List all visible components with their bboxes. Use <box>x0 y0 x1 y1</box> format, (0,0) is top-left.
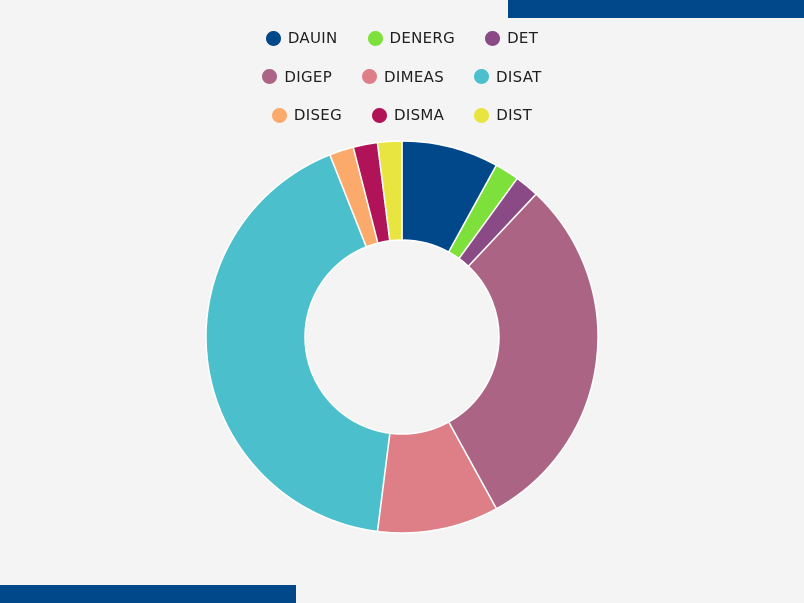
legend-label: DENERG <box>389 29 456 47</box>
legend-label: DISEG <box>293 106 343 124</box>
legend-swatch <box>474 69 490 84</box>
legend-label: DISMA <box>394 106 445 124</box>
legend-item-dist[interactable]: DIST <box>474 106 532 124</box>
legend-label: DISAT <box>496 67 542 86</box>
legend-swatch <box>474 107 490 123</box>
legend-item-dauin[interactable]: DAUIN <box>265 29 338 47</box>
legend-item-det[interactable]: DET <box>485 29 538 47</box>
legend-swatch <box>271 107 287 123</box>
top-accent-bar <box>508 0 804 18</box>
legend-row: DAUIN DENERG DET <box>0 26 804 50</box>
slice-digep[interactable] <box>447 193 599 510</box>
legend-swatch <box>262 69 278 84</box>
legend-label: DAUIN <box>287 29 338 47</box>
legend-label: DIMEAS <box>384 67 445 86</box>
legend-swatch <box>485 30 501 46</box>
legend-swatch <box>372 107 388 123</box>
legend-row: DISEG DISMA DIST <box>0 103 804 127</box>
bottom-accent-bar <box>0 585 296 603</box>
legend-item-diseg[interactable]: DISEG <box>271 106 343 124</box>
legend-label: DET <box>507 29 539 47</box>
legend-label: DIST <box>496 106 533 124</box>
slice-disat[interactable] <box>205 153 391 533</box>
legend-row: DIGEP DIMEAS DISAT <box>0 65 804 89</box>
legend-swatch <box>265 30 281 46</box>
slice-dist[interactable] <box>376 140 403 242</box>
legend-swatch <box>367 30 383 46</box>
legend-item-disat[interactable]: DISAT <box>474 68 542 86</box>
legend-item-digep[interactable]: DIGEP <box>262 68 332 86</box>
chart-legend: DAUIN DENERG DET DIGEP DIMEAS DISAT DISEG DISMA… <box>0 26 804 142</box>
legend-swatch <box>362 69 378 84</box>
legend-item-denerg[interactable]: DENERG <box>367 29 456 47</box>
legend-item-disma[interactable]: DISMA <box>372 106 444 124</box>
legend-item-dimeas[interactable]: DIMEAS <box>362 68 444 86</box>
legend-label: DIGEP <box>284 67 333 86</box>
